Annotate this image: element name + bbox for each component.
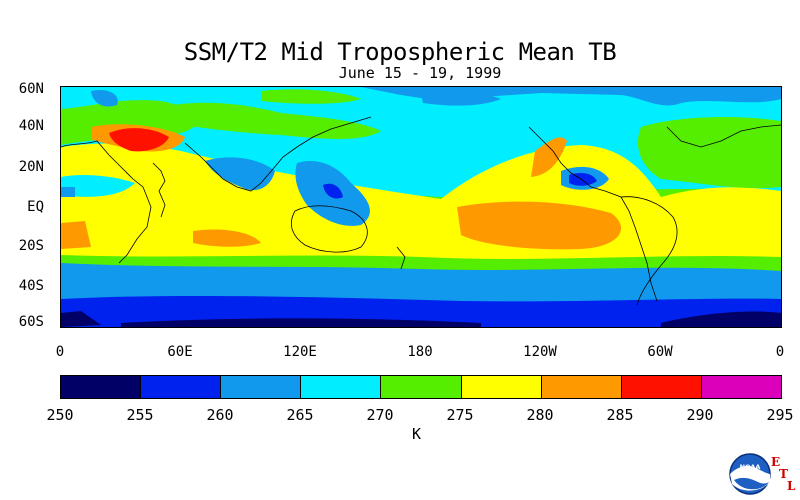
color-scale-segment-8 (701, 376, 781, 398)
lat-label-60n: 60N (18, 81, 44, 97)
color-scale-tick-275: 275 (446, 406, 474, 424)
color-scale-tick-255: 255 (126, 406, 154, 424)
color-scale-segment-2 (221, 376, 302, 398)
temperature-map (60, 86, 782, 328)
noaa-logo-icon: NOAA (728, 452, 772, 496)
map-subtitle: June 15 - 19, 1999 (338, 64, 502, 82)
lat-label-20s: 20S (18, 238, 44, 254)
unit-label: K (412, 425, 422, 443)
color-scale-segment-4 (381, 376, 462, 398)
lon-label-0: 0 (55, 344, 65, 360)
etl-letter-t: T (779, 467, 788, 481)
noaa-logo-text: NOAA (740, 463, 761, 471)
temperature-map-graphic (61, 87, 781, 327)
color-scale-bar (60, 375, 782, 399)
color-scale-segment-0 (61, 376, 142, 398)
color-scale-tick-295: 295 (766, 406, 794, 424)
color-scale-tick-265: 265 (286, 406, 314, 424)
color-scale-tick-290: 290 (686, 406, 714, 424)
map-title: SSM/T2 Mid Tropospheric Mean TB (183, 38, 617, 66)
lon-label-180: 180 (407, 344, 433, 360)
color-scale-segment-3 (301, 376, 382, 398)
lon-label-120w: 120W (523, 344, 557, 360)
lon-label-60e: 60E (167, 344, 193, 360)
color-scale-segment-5 (461, 376, 542, 398)
etl-letter-l: L (787, 479, 796, 493)
color-scale-segment-6 (541, 376, 622, 398)
lat-label-40s: 40S (18, 278, 44, 294)
lon-label-0-end: 0 (775, 344, 785, 360)
etl-letter-e: E (771, 455, 781, 469)
color-scale-tick-270: 270 (366, 406, 394, 424)
lat-label-eq: EQ (27, 199, 44, 215)
lon-label-120e: 120E (283, 344, 317, 360)
color-scale-tick-250: 250 (46, 406, 74, 424)
lon-label-60w: 60W (647, 344, 673, 360)
color-scale-segment-7 (621, 376, 702, 398)
color-scale-segment-1 (141, 376, 222, 398)
color-scale-tick-260: 260 (206, 406, 234, 424)
lat-label-20n: 20N (18, 159, 44, 175)
lat-label-40n: 40N (18, 118, 44, 134)
color-scale-tick-280: 280 (526, 406, 554, 424)
color-scale-tick-285: 285 (606, 406, 634, 424)
lat-label-60s: 60S (18, 314, 44, 330)
